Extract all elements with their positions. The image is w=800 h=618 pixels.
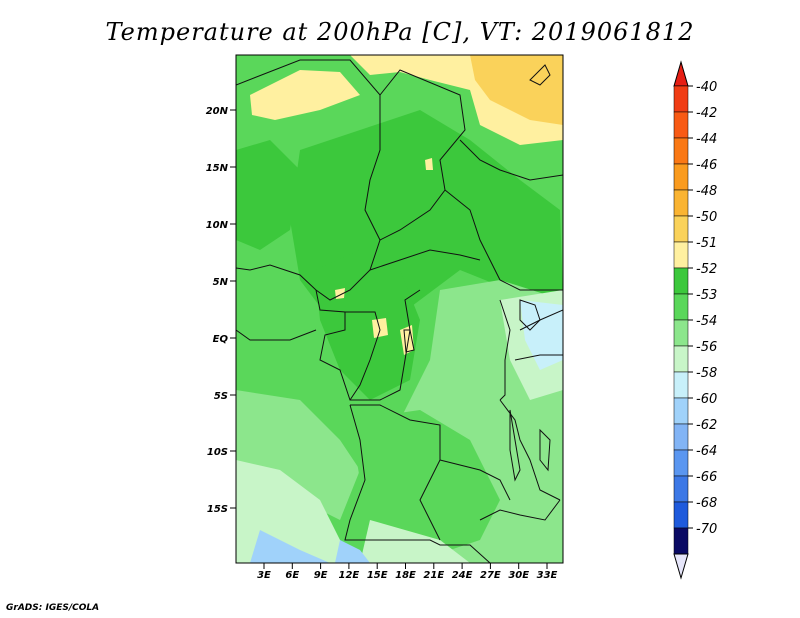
colorbar-swatch xyxy=(673,85,689,113)
lat-label: 15N xyxy=(206,163,229,174)
colorbar-swatch xyxy=(673,189,689,217)
colorbar-bottom-triangle xyxy=(673,553,689,580)
lon-label: 18E xyxy=(395,570,416,581)
lon-label: 21E xyxy=(423,570,444,581)
colorbar-label: -54 xyxy=(696,314,717,329)
colorbar-label: -51 xyxy=(696,236,717,251)
colorbar-swatch xyxy=(673,137,689,165)
colorbar-label: -66 xyxy=(696,470,717,485)
latitude-axis: 20N 15N 10N 5N EQ 5S 10S 15S xyxy=(206,106,236,515)
colorbar-label: -46 xyxy=(696,158,717,173)
lat-label: 20N xyxy=(206,106,229,117)
colorbar-swatch xyxy=(673,267,689,295)
lat-label: 5N xyxy=(213,277,229,288)
colorbar-swatch xyxy=(673,397,689,425)
grads-credit: GrADS: IGES/COLA xyxy=(6,603,100,613)
colorbar-swatch xyxy=(673,449,689,477)
lat-label: 5S xyxy=(214,391,228,402)
lon-label: 12E xyxy=(339,570,360,581)
map-title: Temperature at 200hPa [C], VT: 201906181… xyxy=(105,18,695,46)
colorbar-swatch xyxy=(673,371,689,399)
colorbar-swatch xyxy=(673,111,689,139)
lon-label: 6E xyxy=(285,570,299,581)
colorbar-label: -70 xyxy=(696,522,717,537)
lon-label: 33E xyxy=(537,570,558,581)
colorbar-label: -48 xyxy=(696,184,717,199)
colorbar-label: -58 xyxy=(696,366,717,381)
colorbar-label: -52 xyxy=(696,262,717,277)
lon-label: 15E xyxy=(367,570,388,581)
map-field xyxy=(236,55,563,563)
colorbar-top-triangle xyxy=(673,60,689,87)
lat-label: 15S xyxy=(207,504,228,515)
colorbar: -40 -42 -44 -46 -48 -50 -51 -52 -53 -54 -56 -58 -60 -… xyxy=(673,60,717,580)
lat-label: EQ xyxy=(213,334,229,345)
colorbar-swatch xyxy=(673,319,689,347)
colorbar-swatch xyxy=(673,163,689,191)
longitude-axis: 3E 6E 9E 12E 15E 18E 21E 24E 27E 30E 33E xyxy=(257,563,558,581)
colorbar-swatch xyxy=(673,475,689,503)
colorbar-label: -60 xyxy=(696,392,717,407)
colorbar-swatch xyxy=(673,345,689,373)
colorbar-label: -40 xyxy=(696,80,717,95)
lat-label: 10N xyxy=(206,220,229,231)
colorbar-label: -56 xyxy=(696,340,717,355)
lon-label: 30E xyxy=(508,570,529,581)
lat-label: 10S xyxy=(207,447,228,458)
colorbar-label: -64 xyxy=(696,444,717,459)
colorbar-swatch xyxy=(673,423,689,451)
colorbar-swatch xyxy=(673,293,689,321)
lon-label: 3E xyxy=(257,570,271,581)
colorbar-label: -44 xyxy=(696,132,717,147)
colorbar-swatch xyxy=(673,215,689,243)
lon-label: 9E xyxy=(314,570,328,581)
lon-label: 27E xyxy=(480,570,501,581)
colorbar-label: -62 xyxy=(696,418,717,433)
colorbar-swatch xyxy=(673,501,689,529)
colorbar-label: -53 xyxy=(696,288,717,303)
colorbar-swatch xyxy=(673,241,689,269)
colorbar-swatch xyxy=(673,527,689,555)
colorbar-label: -42 xyxy=(696,106,717,121)
lon-label: 24E xyxy=(452,570,473,581)
colorbar-label: -50 xyxy=(696,210,717,225)
map-frame xyxy=(235,54,564,564)
colorbar-label: -68 xyxy=(696,496,717,511)
